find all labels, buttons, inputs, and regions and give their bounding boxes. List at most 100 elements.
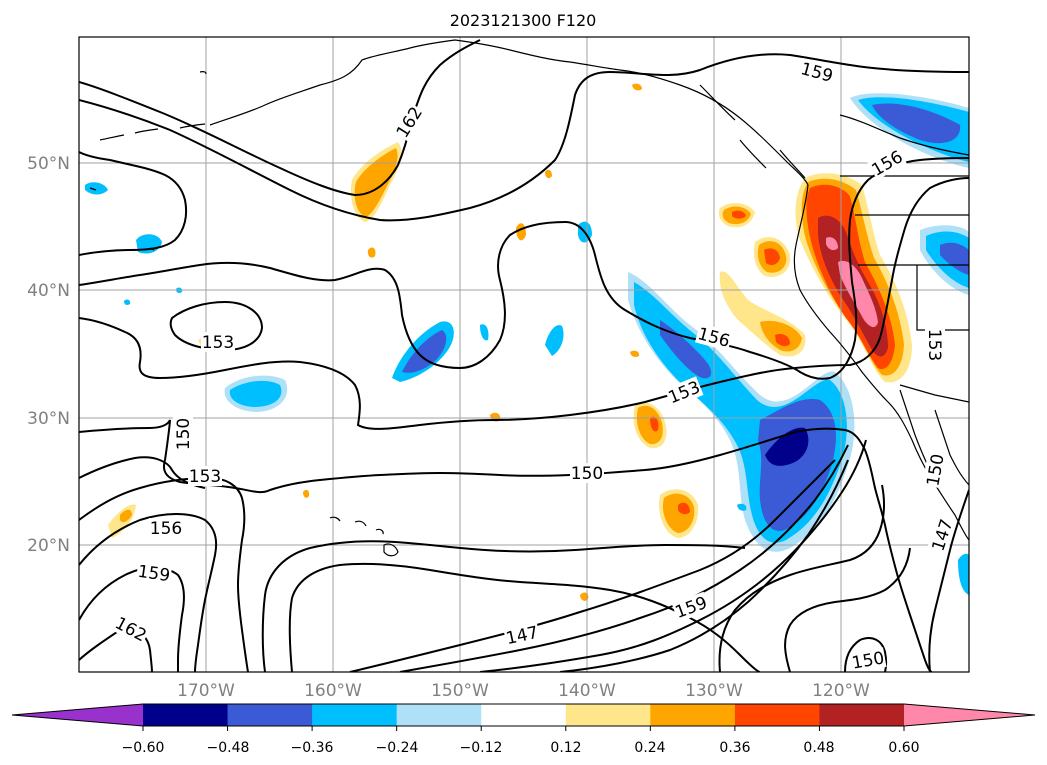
contour-label-156-south: 156 bbox=[150, 519, 182, 539]
colorbar-segment bbox=[734, 704, 820, 726]
shade-orange-gulfak bbox=[354, 148, 398, 217]
lon-label-150w: 150°W bbox=[431, 681, 489, 701]
shade-red-gulf bbox=[650, 416, 659, 432]
colorbar-segment bbox=[650, 704, 736, 726]
shade-pink-coast-2 bbox=[826, 237, 838, 251]
coast-west-us bbox=[793, 184, 969, 541]
shade-orange-dot-6 bbox=[630, 350, 640, 357]
shade-dblue-east-edge bbox=[940, 242, 969, 275]
contour-east-2 bbox=[784, 547, 911, 672]
colorbar-label-4: −0.12 bbox=[460, 740, 503, 756]
shade-orange-dot-2 bbox=[545, 169, 552, 179]
contour-156-north bbox=[79, 151, 188, 256]
contour-159-south bbox=[79, 566, 185, 672]
border-states-3 bbox=[916, 265, 969, 331]
colorbar-extend-high bbox=[904, 704, 1035, 726]
shade-red-south bbox=[775, 334, 790, 347]
shade-cyan-small-4 bbox=[737, 503, 747, 511]
contour-153-band4 bbox=[559, 459, 849, 672]
contour-153-west bbox=[169, 300, 264, 352]
lon-label-120w: 120°W bbox=[812, 681, 870, 701]
colorbar-segment bbox=[565, 704, 651, 726]
lon-label-140w: 140°W bbox=[558, 681, 616, 701]
shade-dblue-central bbox=[402, 330, 447, 373]
shade-cyan-west-4 bbox=[124, 299, 131, 305]
lat-label-20n: 20°N bbox=[27, 536, 70, 556]
contour-147-inner bbox=[288, 562, 761, 672]
negative-shading bbox=[85, 93, 969, 595]
contour-153-south bbox=[79, 476, 249, 672]
lon-labels: 170°W 160°W 150°W 140°W 130°W 120°W bbox=[177, 681, 870, 701]
contour-162-north bbox=[79, 39, 481, 197]
map-title: 2023121300 F120 bbox=[450, 11, 597, 30]
shade-cyan-west-3 bbox=[85, 182, 108, 195]
lat-label-40n: 40°N bbox=[27, 281, 70, 301]
shade-orange-subtrop bbox=[662, 493, 695, 533]
lat-label-50n: 50°N bbox=[27, 154, 70, 174]
shade-orange-dot-7 bbox=[580, 592, 589, 601]
contour-147-east bbox=[928, 489, 969, 672]
contour-147-band1 bbox=[349, 459, 836, 672]
colorbar-label-5: 0.12 bbox=[550, 740, 581, 756]
shade-orange-dot-8 bbox=[632, 83, 642, 91]
contour-label-159-south: 159 bbox=[136, 562, 171, 586]
colorbar-segment bbox=[481, 704, 567, 726]
shade-orange-dot-3 bbox=[367, 247, 376, 258]
contour-147-subtrop bbox=[261, 540, 746, 672]
coast-bc-islands bbox=[699, 84, 806, 179]
contour-150-band3 bbox=[479, 439, 867, 672]
contour-east-1 bbox=[718, 484, 886, 672]
colorbar-label-8: 0.48 bbox=[803, 740, 834, 756]
contour-156-south bbox=[79, 513, 218, 672]
coast-gulf-calif bbox=[934, 409, 969, 486]
map-background bbox=[79, 37, 969, 672]
colorbar-segment bbox=[819, 704, 905, 726]
colorbar-label-2: −0.36 bbox=[291, 740, 334, 756]
contour-label-153-south: 153 bbox=[189, 467, 221, 487]
contour-labels: 162 159 156 156 153 153 153 150 150 150 bbox=[111, 57, 957, 673]
colorbar-extend-low bbox=[12, 704, 143, 726]
shade-navy-core bbox=[765, 427, 809, 466]
colorbar-segment bbox=[143, 704, 229, 726]
border-us-mex bbox=[899, 384, 969, 403]
gridlines bbox=[79, 37, 969, 672]
shade-red-offshore bbox=[764, 248, 780, 266]
shade-red-nwcoast bbox=[732, 210, 746, 219]
shade-cyan-small-3 bbox=[480, 324, 489, 341]
contour-159-north bbox=[79, 53, 969, 222]
contour-label-150-west: 150 bbox=[174, 418, 194, 450]
shade-pink-coast bbox=[838, 260, 878, 328]
lat-labels: 50°N 40°N 30°N 20°N bbox=[27, 154, 70, 556]
islands-hawaii bbox=[329, 516, 399, 557]
shade-orange-gulf bbox=[636, 405, 663, 445]
lon-label-160w: 160°W bbox=[304, 681, 362, 701]
contour-label-153-east: 153 bbox=[924, 329, 944, 361]
colorbar: −0.60 −0.48 −0.36 −0.24 −0.12 0.12 0.24 … bbox=[11, 703, 1036, 756]
colorbar-segments bbox=[12, 704, 1035, 726]
colorbar-ticks bbox=[142, 726, 905, 731]
colorbar-label-0: −0.60 bbox=[122, 740, 165, 756]
colorbar-label-7: 0.36 bbox=[719, 740, 750, 756]
shade-orange-dot-5 bbox=[303, 489, 310, 498]
shade-dblue-trough-upper bbox=[660, 320, 712, 379]
lon-label-130w: 130°W bbox=[685, 681, 743, 701]
coast-alaska bbox=[209, 39, 809, 186]
shade-cyan-se-edge bbox=[958, 553, 969, 595]
colorbar-segment bbox=[227, 704, 313, 726]
contour-150-south bbox=[79, 456, 206, 489]
contour-label-150-se: 150 bbox=[850, 648, 885, 673]
shade-cyan-west-1 bbox=[229, 380, 282, 407]
colorbar-label-6: 0.24 bbox=[634, 740, 665, 756]
colorbar-segment bbox=[312, 704, 398, 726]
colorbar-label-1: −0.48 bbox=[207, 740, 250, 756]
height-contours bbox=[79, 39, 969, 672]
contour-150-se bbox=[844, 637, 888, 672]
border-ne bbox=[839, 114, 969, 156]
shade-cyan-small-1 bbox=[545, 325, 564, 356]
shade-dblue-ne bbox=[872, 103, 961, 144]
lon-label-170w: 170°W bbox=[177, 681, 235, 701]
contour-label-153-west: 153 bbox=[202, 333, 234, 353]
shade-orange-sw bbox=[120, 509, 132, 523]
colorbar-segment bbox=[396, 704, 482, 726]
